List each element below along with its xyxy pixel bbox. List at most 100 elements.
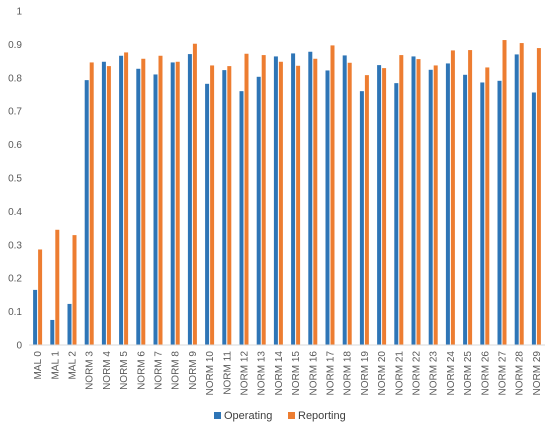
x-tick-label: NORM 15 [291,351,302,396]
bar-reporting-norm-29 [536,48,541,345]
x-tick-label: NORM 6 [136,351,147,390]
x-tick-label: NORM 21 [394,351,405,396]
bar-reporting-norm-21 [399,55,404,345]
x-tick-label: NORM 23 [429,351,440,396]
bar-reporting-norm-8 [175,61,180,345]
bar-operating-norm-19 [359,91,364,345]
bar-reporting-norm-18 [347,62,352,346]
y-tick-label: 0.2 [8,274,22,285]
bar-reporting-norm-9 [192,43,197,346]
x-tick-label: MAL 2 [68,351,79,380]
y-axis-tick-labels: 0 0.1 0.2 0.3 0.4 0.5 0.6 0.7 0.8 0.9 1 [8,7,22,352]
bar-reporting-norm-20 [382,68,387,345]
bar-operating-norm-7 [153,74,158,346]
bar-reporting-norm-4 [106,66,111,346]
bar-reporting-norm-16 [313,58,318,346]
bar-reporting-norm-12 [244,53,249,345]
bar-operating-norm-3 [84,80,89,345]
bar-operating-norm-6 [136,68,141,346]
bar-operating-norm-11 [222,70,227,346]
x-axis-tick-labels: MAL 0 MAL 1 MAL 2 NORM 3 NORM 4 NORM 5 NORM 6 N… [33,351,543,396]
y-tick-label: 0.9 [8,40,22,51]
x-tick-label: NORM 16 [308,351,319,396]
x-tick-label: NORM 25 [463,351,474,396]
bar-reporting-norm-10 [210,65,215,345]
legend-label-operating: Operating [224,410,272,422]
x-tick-label: NORM 19 [360,351,371,396]
bar-operating-norm-8 [170,62,175,345]
bar-reporting-norm-19 [364,75,369,346]
x-tick-label: NORM 26 [480,351,491,396]
x-tick-label: MAL 1 [50,351,61,380]
y-tick-label: 1 [16,7,22,18]
bar-reporting-norm-7 [158,55,163,345]
bar-operating-norm-25 [463,74,468,345]
bar-series-group [33,40,541,346]
bar-reporting-norm-25 [468,50,473,345]
bar-operating-norm-12 [239,91,244,345]
y-tick-label: 0 [16,341,22,352]
legend-swatch-reporting [288,412,295,419]
x-tick-label: NORM 5 [119,351,130,390]
bar-reporting-norm-24 [450,50,455,346]
bar-operating-norm-24 [445,63,450,346]
x-tick-label: NORM 29 [532,351,543,396]
bar-operating-norm-23 [428,69,433,345]
bar-reporting-mal-2 [72,235,77,345]
legend-swatch-operating [214,412,221,419]
bar-reporting-norm-6 [141,58,146,346]
bar-operating-norm-15 [291,53,296,345]
bar-operating-norm-14 [273,56,278,345]
legend: Operating Reporting [214,410,346,422]
bar-reporting-norm-11 [227,66,232,346]
bar-reporting-norm-15 [296,65,301,345]
bar-operating-mal-1 [50,319,55,345]
bar-operating-norm-16 [308,51,313,346]
x-tick-label: NORM 27 [498,351,509,396]
y-tick-label: 0.6 [8,140,22,151]
bar-reporting-norm-13 [261,55,266,345]
bar-operating-norm-4 [101,61,106,345]
bar-operating-norm-29 [531,92,536,345]
y-tick-label: 0.8 [8,73,22,84]
bar-reporting-norm-17 [330,45,335,345]
y-tick-label: 0.5 [8,174,22,185]
bar-reporting-norm-3 [89,62,94,345]
x-tick-label: NORM 17 [326,351,337,396]
bar-operating-norm-22 [411,56,416,345]
x-tick-label: NORM 3 [85,351,96,390]
legend-label-reporting: Reporting [298,410,346,422]
bar-reporting-norm-26 [485,67,490,346]
x-tick-label: NORM 8 [171,351,182,390]
bar-reporting-norm-28 [519,43,524,346]
bar-operating-norm-18 [342,55,347,346]
bar-operating-norm-10 [205,83,210,345]
x-tick-label: NORM 20 [377,351,388,396]
bar-operating-mal-0 [33,289,38,345]
bar-operating-norm-20 [377,65,382,345]
bar-reporting-mal-0 [38,249,43,345]
bar-operating-norm-21 [394,83,399,346]
x-tick-label: MAL 0 [33,351,44,380]
bar-reporting-norm-23 [433,65,438,345]
x-tick-label: NORM 12 [240,351,251,396]
x-tick-label: NORM 7 [154,351,165,390]
x-tick-label: NORM 13 [257,351,268,396]
bar-operating-norm-27 [497,80,502,345]
y-tick-label: 0.1 [8,307,22,318]
bar-reporting-norm-22 [416,59,421,345]
y-tick-label: 0.3 [8,240,22,251]
x-tick-label: NORM 14 [274,351,285,396]
bar-reporting-mal-1 [55,229,60,345]
bar-operating-norm-28 [514,54,519,346]
x-tick-label: NORM 4 [102,351,113,390]
y-tick-label: 0.4 [8,207,22,218]
bar-reporting-norm-14 [278,61,283,345]
y-tick-label: 0.7 [8,107,22,118]
x-tick-label: NORM 18 [343,351,354,396]
bar-operating-norm-17 [325,70,330,346]
x-tick-label: NORM 22 [412,351,423,396]
x-tick-label: NORM 24 [446,351,457,396]
bar-operating-norm-9 [187,54,192,345]
